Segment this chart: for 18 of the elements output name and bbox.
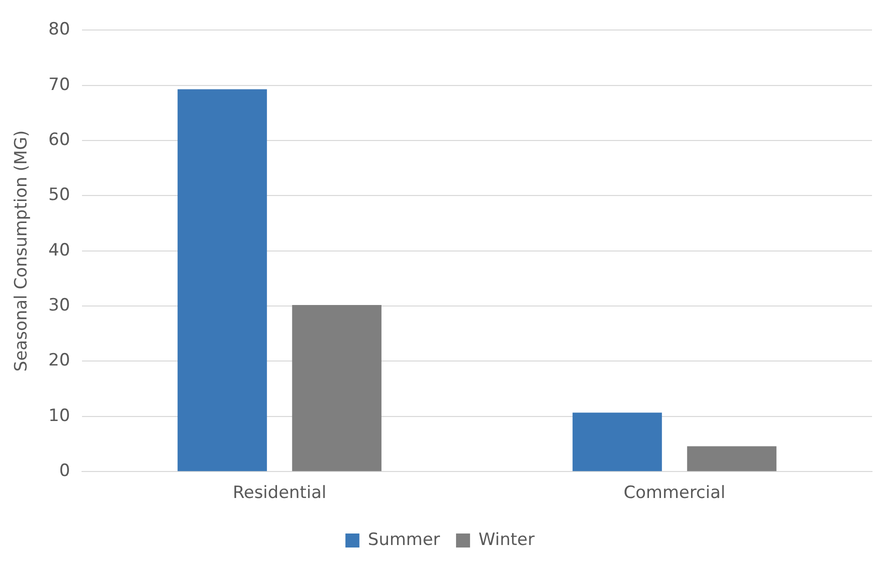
y-tick-label: 20 (48, 350, 70, 371)
y-tick-label: 50 (48, 185, 70, 206)
legend-label: Summer (368, 530, 440, 550)
y-tick-label: 0 (59, 461, 70, 482)
y-tick-label: 10 (48, 406, 70, 426)
y-axis-title: Seasonal Consumption (MG) (12, 130, 32, 372)
y-tick-label: 40 (48, 240, 70, 260)
bar (572, 412, 662, 472)
bar (178, 89, 267, 472)
y-tick-label: 80 (48, 20, 70, 40)
legend-label: Winter (478, 530, 535, 550)
x-tick-label: Commercial (624, 483, 726, 504)
y-tick-label: 30 (48, 295, 70, 316)
bar (687, 446, 776, 472)
bar (292, 304, 382, 472)
y-tick-label: 70 (48, 74, 70, 95)
y-tick-label: 60 (48, 130, 70, 150)
x-tick-label: Residential (232, 483, 326, 504)
